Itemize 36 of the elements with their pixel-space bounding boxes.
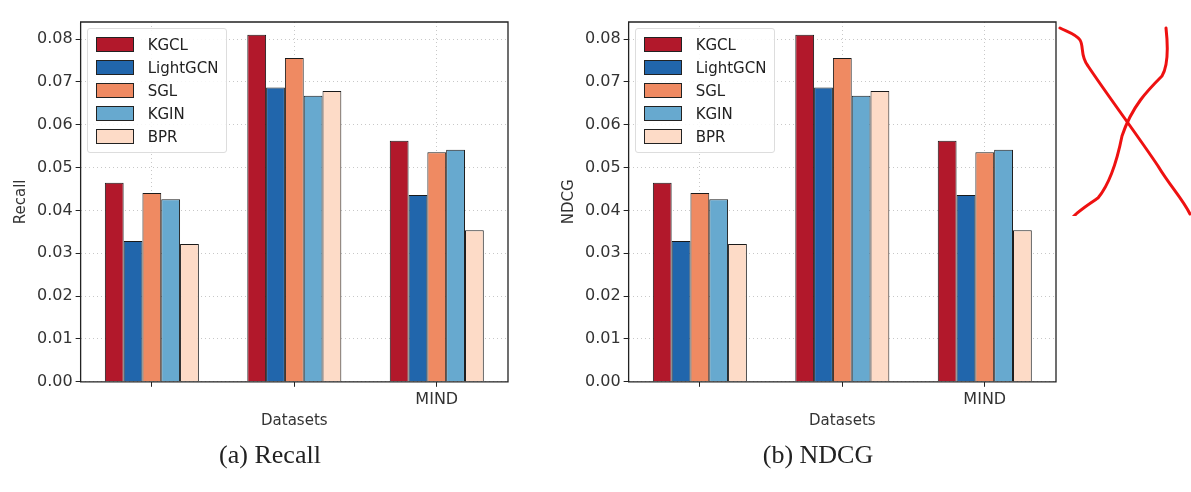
legend-label: KGCL xyxy=(147,35,188,54)
x-axis-title: Datasets xyxy=(261,410,328,429)
legend-label: BPR xyxy=(147,127,178,146)
legend-label: KGCL xyxy=(695,35,736,54)
legend-label: KGIN xyxy=(695,104,733,123)
y-tick-label: 0.04 xyxy=(585,199,621,219)
legend-label: SGL xyxy=(695,81,726,100)
legend-label: LightGCN xyxy=(695,58,767,77)
text: (a) Recall xyxy=(218,440,322,470)
legend-label: KGIN xyxy=(147,104,185,123)
y-tick-label: 0.00 xyxy=(37,370,73,390)
y-tick-label: 0.03 xyxy=(585,242,621,262)
y-tick-label: 0.08 xyxy=(585,28,621,48)
y-tick-label: 0.06 xyxy=(37,113,73,133)
text: (b) NDCG xyxy=(761,440,875,470)
x-tick-label: MIND xyxy=(963,388,1007,408)
y-tick-label: 0.02 xyxy=(37,285,73,305)
legend-label: SGL xyxy=(147,81,178,100)
legend-label: BPR xyxy=(695,127,726,146)
y-tick-label: 0.05 xyxy=(585,156,621,176)
legend-label: LightGCN xyxy=(147,58,219,77)
y-tick-label: 0.03 xyxy=(37,242,73,262)
y-tick-label: 0.08 xyxy=(37,28,73,48)
y-tick-label: 0.07 xyxy=(37,71,73,91)
y-tick-label: 0.04 xyxy=(37,199,73,219)
y-tick-label: 0.02 xyxy=(585,285,621,305)
y-tick-label: 0.06 xyxy=(585,113,621,133)
y-tick-label: 0.01 xyxy=(585,328,621,348)
y-tick-label: 0.01 xyxy=(37,328,73,348)
x-axis-title: Datasets xyxy=(809,410,876,429)
y-tick-label: 0.05 xyxy=(37,156,73,176)
x-tick-label: MIND xyxy=(415,388,459,408)
y-axis-title: Recall xyxy=(10,179,29,225)
y-axis-title: NDCG xyxy=(558,179,577,225)
y-tick-label: 0.00 xyxy=(585,370,621,390)
y-tick-label: 0.07 xyxy=(585,71,621,91)
